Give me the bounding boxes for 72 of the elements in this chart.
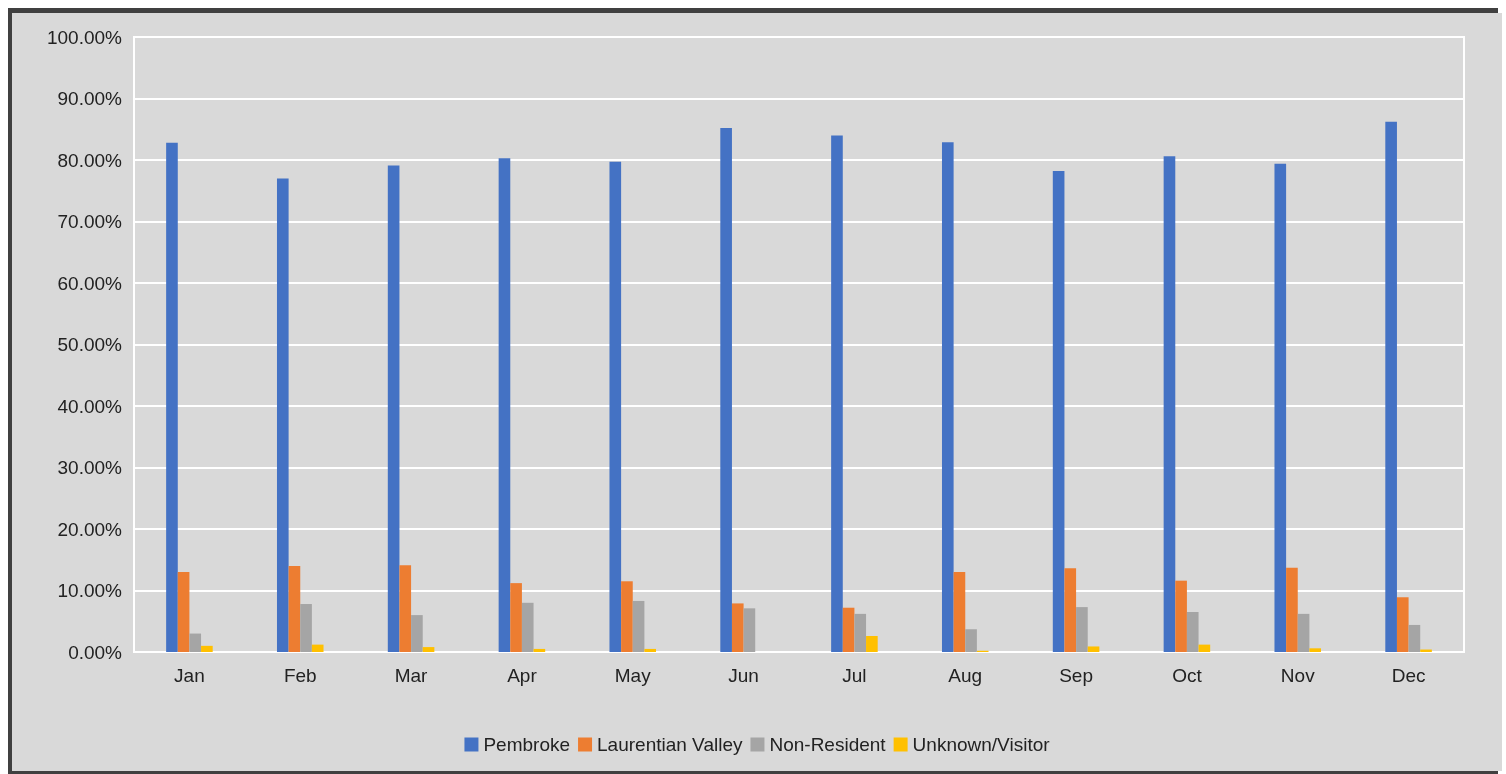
bar [1175, 580, 1187, 652]
y-tick-label: 70.00% [57, 211, 123, 232]
x-tick-label: May [614, 665, 652, 686]
bar [498, 158, 511, 652]
bar [1396, 597, 1409, 652]
bar [866, 636, 878, 652]
bar [1408, 624, 1421, 652]
bar [731, 603, 744, 652]
bar [387, 165, 400, 652]
legend-label: Non-Resident [769, 734, 887, 755]
bar [300, 604, 312, 652]
y-tick-label: 10.00% [57, 580, 123, 601]
bar [422, 647, 435, 652]
y-tick-label: 30.00% [57, 457, 123, 478]
bar [311, 644, 324, 652]
x-tick-label: Mar [394, 665, 429, 686]
y-tick-label: 60.00% [57, 272, 123, 294]
bar [1163, 156, 1176, 652]
x-tick-label: Jul [842, 665, 867, 686]
bar [1198, 644, 1211, 652]
bar [842, 607, 855, 652]
bar [201, 645, 213, 652]
x-tick-label: Oct [1172, 665, 1203, 686]
bar [288, 565, 301, 652]
bar [1087, 646, 1100, 652]
bar [644, 648, 657, 652]
bar [941, 142, 954, 652]
bar [831, 135, 843, 652]
x-tick-label: Nov [1280, 665, 1316, 686]
bar [1286, 567, 1298, 652]
bar [1052, 171, 1065, 652]
y-tick-label: 40.00% [57, 395, 123, 417]
legend-label: Pembroke [483, 734, 571, 755]
bar [411, 615, 423, 652]
bar [1064, 568, 1077, 652]
x-tick-label: Aug [948, 665, 983, 686]
bar [854, 613, 867, 652]
bar [609, 161, 622, 652]
x-tick-label: Jun [728, 665, 759, 686]
bar [276, 178, 289, 652]
bar [1385, 121, 1397, 652]
bar [177, 572, 190, 652]
bar [1186, 612, 1199, 652]
y-tick-label: 90.00% [57, 88, 123, 109]
bar [166, 142, 178, 652]
bar [720, 128, 732, 652]
x-tick-label: Apr [507, 665, 538, 686]
x-tick-label: Sep [1059, 665, 1093, 686]
bar [399, 565, 412, 652]
y-tick-label: 0.00% [68, 641, 123, 663]
x-tick-label: Feb [283, 665, 317, 686]
bar [953, 572, 966, 652]
bar [533, 648, 546, 652]
x-tick-label: Dec [1391, 665, 1426, 686]
bar [632, 600, 645, 652]
bar [621, 581, 633, 652]
legend-label: Unknown/Visitor [912, 734, 1051, 755]
bar [965, 629, 977, 652]
bar [1274, 163, 1287, 652]
bar [510, 583, 522, 652]
y-tick-label: 100.00% [46, 26, 123, 48]
bar [1309, 648, 1322, 652]
y-tick-label: 50.00% [57, 334, 123, 355]
y-tick-label: 80.00% [57, 149, 123, 171]
y-tick-label: 20.00% [57, 518, 123, 540]
bar [189, 633, 202, 652]
bar [1297, 613, 1310, 652]
bar [1076, 607, 1088, 652]
bar [743, 608, 756, 652]
x-tick-label: Jan [174, 665, 205, 686]
legend-label: Laurentian Valley [597, 734, 743, 755]
bar [521, 602, 534, 652]
